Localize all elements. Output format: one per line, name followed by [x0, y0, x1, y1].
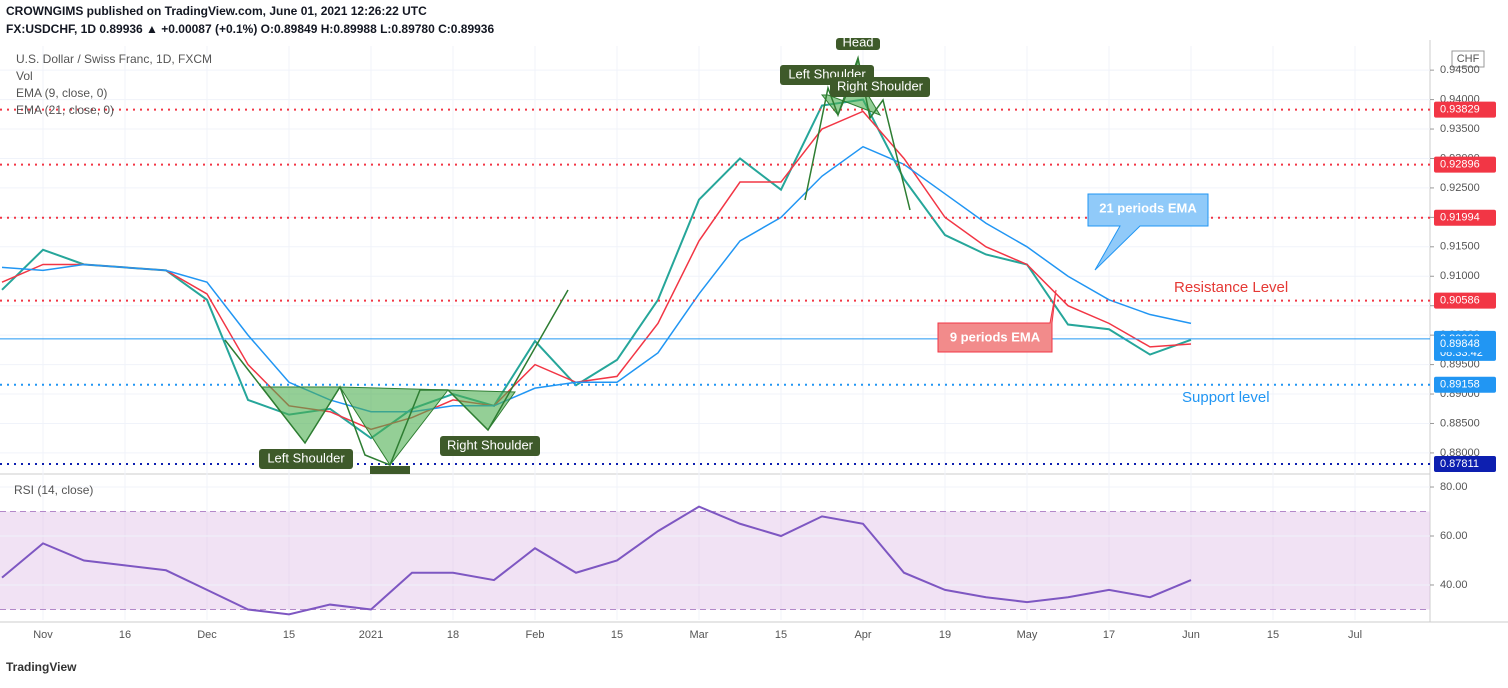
- published: CROWNGIMS published on TradingView.com, …: [6, 4, 427, 18]
- price-label-box: [1434, 209, 1496, 226]
- price-label-box: [1434, 456, 1496, 473]
- price-label: 0.87811: [1440, 458, 1479, 470]
- annotation: Head: [842, 34, 873, 49]
- y-tick-label: 0.91500: [1440, 241, 1480, 253]
- annotation: Right Shoulder: [837, 78, 924, 93]
- price-label-box: [1434, 292, 1496, 309]
- x-tick-label: 2021: [359, 629, 383, 641]
- annotation: Support level: [1182, 389, 1270, 406]
- annotation: 9 periods EMA: [950, 329, 1041, 344]
- x-tick-label: 16: [119, 629, 131, 641]
- y-tick-label: 40.00: [1440, 579, 1468, 591]
- x-tick-label: Nov: [33, 629, 53, 641]
- annotations: Head Left Shoulder Right Shoulder Left S…: [259, 34, 1288, 474]
- label-box: [440, 436, 540, 456]
- annotation: 21 periods EMA: [1099, 200, 1197, 215]
- annotation: Resistance Level: [1174, 279, 1288, 296]
- x-tick-label: Dec: [197, 629, 217, 641]
- y-tick-label: 0.89500: [1440, 358, 1480, 370]
- pattern-head: [339, 386, 449, 466]
- x-tick-label: 17: [1103, 629, 1115, 641]
- y-tick-label: 0.93500: [1440, 123, 1480, 135]
- footer: TradingView: [6, 660, 77, 674]
- price-label: 0.89158: [1440, 379, 1480, 391]
- series-line: [1, 505, 1192, 616]
- annotation: Left Shoulder: [267, 450, 345, 465]
- currency: CHF: [1457, 53, 1480, 65]
- price-label: 0.93829: [1440, 104, 1480, 116]
- x-tick-label: 15: [775, 629, 787, 641]
- annotation: Right Shoulder: [447, 437, 534, 452]
- rsi-title: RSI (14, close): [14, 483, 93, 497]
- series-line: [1, 145, 1192, 413]
- y-tick-label: 0.94500: [1440, 64, 1480, 76]
- legend-item: EMA (21, close, 0): [16, 103, 114, 117]
- label-box: [259, 449, 353, 469]
- pattern-top-line: [804, 55, 911, 211]
- x-tick-label: Apr: [854, 629, 871, 641]
- legend-item: Vol: [16, 69, 33, 83]
- y-tick-label: 80.00: [1440, 481, 1468, 493]
- y-tick-label: 0.92500: [1440, 182, 1480, 194]
- price-label-box: [1434, 376, 1496, 393]
- x-tick-label: 18: [447, 629, 459, 641]
- x-tick-label: 15: [283, 629, 295, 641]
- rsi-band: [0, 511, 1430, 610]
- label-box: [836, 38, 880, 50]
- label-box: [370, 466, 410, 474]
- price-label-box: [1434, 336, 1496, 353]
- x-tick-label: 15: [611, 629, 623, 641]
- price-label: 0.92896: [1440, 159, 1480, 171]
- label-box: [830, 77, 930, 97]
- series-line: [1, 98, 1192, 440]
- x-tick-label: Jul: [1348, 629, 1362, 641]
- price-label-box: [1434, 101, 1496, 118]
- currency-box: [1451, 50, 1485, 68]
- x-tick-label: May: [1017, 629, 1038, 641]
- x-tick-label: 19: [939, 629, 951, 641]
- y-tick-label: 0.88500: [1440, 417, 1480, 429]
- x-tick-label: Jun: [1182, 629, 1200, 641]
- x-tick-label: Mar: [690, 629, 709, 641]
- y-tick-label: 0.91000: [1440, 270, 1480, 282]
- price-label: 0.90586: [1440, 295, 1480, 307]
- callout: [937, 289, 1057, 353]
- price-label: 0.91994: [1440, 212, 1480, 224]
- x-tick-label: 15: [1267, 629, 1279, 641]
- price-label-box: [1434, 156, 1496, 173]
- x-tick-label: Feb: [526, 629, 545, 641]
- y-tick-label: 0.88000: [1440, 447, 1480, 459]
- legend-title: U.S. Dollar / Swiss Franc, 1D, FXCM: [16, 52, 212, 66]
- callout: [1087, 193, 1209, 271]
- series-line: [1, 110, 1192, 431]
- quote: FX:USDCHF, 1D 0.89936 ▲ +0.00087 (+0.1%)…: [6, 22, 494, 36]
- pattern-line: [224, 289, 569, 466]
- patterns: [224, 55, 911, 466]
- legend-item: EMA (9, close, 0): [16, 86, 107, 100]
- price-label: 0.89848: [1440, 338, 1480, 350]
- y-tick-label: 60.00: [1440, 530, 1468, 542]
